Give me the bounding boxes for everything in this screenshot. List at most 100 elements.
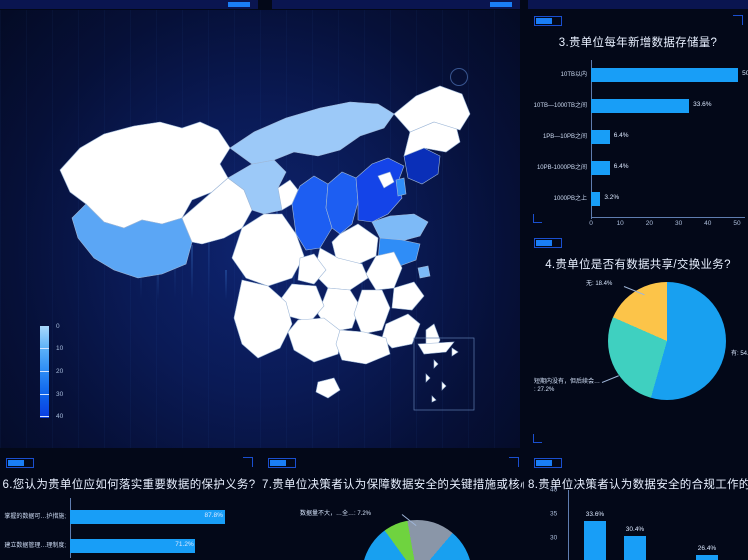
- province-tianjin[interactable]: [396, 178, 406, 196]
- column-value-label: 26.4%: [697, 545, 717, 553]
- column-rect[interactable]: [624, 536, 646, 560]
- corner-marker-icon: [6, 458, 34, 468]
- bar-category-label: 1000PB之上: [553, 196, 587, 202]
- bar-rect[interactable]: [591, 192, 601, 206]
- bar-chart-q3[interactable]: 10TB以内 50.4% 10TB—1000TB之间 33.6% 1PB—10PB之间 6…: [528, 56, 748, 228]
- corner-marker-icon: [268, 458, 296, 468]
- legend-gradient: [40, 326, 49, 418]
- bar-category-label: 10TB—1000TB之间: [533, 103, 587, 109]
- province-jiangxi[interactable]: [354, 290, 390, 334]
- pie-slices[interactable]: [362, 520, 472, 560]
- province-xizang[interactable]: [72, 204, 192, 278]
- province-heilongjiang[interactable]: [394, 86, 470, 132]
- x-tick-label: 0: [589, 220, 593, 227]
- x-tick-label: 40: [704, 220, 712, 227]
- x-axis: [591, 217, 745, 218]
- bar-rect[interactable]: [591, 130, 610, 144]
- legend-tick: 0: [56, 323, 60, 330]
- panel-title: 4.贵单位是否有数据共享/交换业务?: [545, 259, 731, 271]
- province-qinghai[interactable]: [182, 178, 252, 244]
- province-shanghai[interactable]: [418, 266, 430, 278]
- bar-row[interactable]: 1000PB之上 3.2%: [554, 192, 737, 206]
- bar-row[interactable]: 1PB—10PB之间 6.4%: [543, 130, 737, 144]
- bar-value-label: 71.2%: [175, 541, 194, 548]
- legend-tick: 20: [56, 368, 64, 375]
- bar-rect[interactable]: [591, 68, 739, 82]
- accent-bar: [490, 2, 512, 7]
- bar-rect[interactable]: [591, 99, 690, 113]
- pie-chart-q7[interactable]: 数据量不大，…全…: 7.2%: [262, 452, 524, 560]
- pie-slice-label: 有: 54.4%: [731, 351, 748, 357]
- panel-q8[interactable]: 8.贵单位决策者认为数据安全的合规工作的方向是? 30 35 40 33.6% 30.4…: [528, 452, 748, 560]
- y-tick-label: 30: [550, 534, 558, 542]
- province-zhejiang[interactable]: [392, 282, 424, 310]
- column-rect[interactable]: [696, 555, 718, 560]
- bar-row[interactable]: 建立数据管理…理制度; 71.2%: [4, 539, 246, 553]
- legend-tick: 10: [56, 345, 64, 352]
- column-rect[interactable]: [584, 520, 606, 560]
- x-tick-label: 50: [733, 220, 741, 227]
- bar-row[interactable]: 掌握的数据可…护措施; 87.8%: [4, 510, 246, 524]
- y-axis: [568, 490, 569, 560]
- panel-q7[interactable]: 7.贵单位决策者认为保障数据安全的关键措施或核心观点是? 数据量不大，…全…: …: [262, 452, 524, 560]
- pie-leader-line: [601, 375, 619, 383]
- province-chongqing[interactable]: [298, 254, 326, 284]
- top-strip-segment: [0, 0, 258, 9]
- bar-category-label: 10PB-1000PB之间: [536, 165, 587, 171]
- corner-marker-icon: [243, 457, 253, 467]
- top-panel-strip: [0, 0, 748, 10]
- province-guangdong[interactable]: [336, 330, 390, 364]
- province-guangxi[interactable]: [288, 318, 342, 362]
- corner-marker-icon: [534, 238, 562, 248]
- province-hainan[interactable]: [316, 378, 340, 398]
- corner-marker-icon: [533, 214, 542, 223]
- panel-q3[interactable]: 3.贵单位每年新增数据存储量? 10TB以内 50.4% 10TB—1000TB之间…: [528, 10, 748, 228]
- panel-q6[interactable]: 6.您认为贵单位应如何落实重要数据的保护义务? 掌握的数据可…护措施; 87.8%…: [0, 452, 258, 560]
- top-strip-segment: [272, 0, 520, 9]
- province-sichuan[interactable]: [232, 214, 304, 286]
- x-tick-label: 30: [674, 220, 683, 227]
- pie-slice-label: 数据量不大，…全…: 7.2%: [300, 511, 372, 517]
- bar-chart-q6[interactable]: 掌握的数据可…护措施; 87.8% 建立数据管理…理制度; 71.2%: [0, 498, 258, 560]
- bar-value-label: 33.6%: [693, 101, 712, 108]
- pie-slice-label: 无: 18.4%: [586, 281, 613, 287]
- province-hebei[interactable]: [356, 158, 404, 222]
- corner-marker-icon: [509, 457, 519, 467]
- province-hunan[interactable]: [318, 288, 360, 332]
- bar-category-label: 掌握的数据可…护措施;: [4, 514, 66, 520]
- x-tick-label: 20: [645, 220, 654, 227]
- y-axis: [70, 498, 71, 558]
- y-tick-label: 40: [550, 486, 558, 494]
- panel-title: 3.贵单位每年新增数据存储量?: [558, 37, 718, 49]
- province-neimenggu[interactable]: [230, 102, 394, 164]
- bar-row[interactable]: 10TB以内 50.4%: [561, 68, 748, 82]
- province-beijing[interactable]: [378, 172, 394, 188]
- inset-landmass: [418, 342, 454, 354]
- bar-rect[interactable]: [70, 510, 225, 524]
- bar-row[interactable]: 10PB-1000PB之间 6.4%: [537, 161, 737, 175]
- province-shanxi[interactable]: [326, 172, 358, 234]
- province-henan[interactable]: [332, 224, 378, 266]
- column-value-label: 33.6%: [585, 510, 605, 518]
- pie-slices[interactable]: [608, 282, 726, 400]
- corner-marker-icon: [533, 434, 542, 443]
- china-map-panel[interactable]: 0 10 20 30 40: [0, 10, 520, 448]
- bar-row[interactable]: 10TB—1000TB之间 33.6%: [534, 99, 737, 113]
- corner-marker-icon: [534, 458, 562, 468]
- panel-q4[interactable]: 4.贵单位是否有数据共享/交换业务? 有: 54.4% 短期内没有，但后续会… :…: [528, 232, 748, 448]
- china-map-svg[interactable]: [42, 52, 482, 422]
- bar-value-label: 50.4%: [742, 70, 748, 77]
- corner-marker-icon: [534, 16, 562, 26]
- province-yunnan[interactable]: [234, 280, 292, 358]
- panel-title: 7.贵单位决策者认为保障数据安全的关键措施或核心观点是?: [262, 479, 524, 491]
- bar-rect[interactable]: [591, 161, 610, 175]
- bar-value-label: 6.4%: [613, 132, 629, 139]
- pie-chart-q4[interactable]: 有: 54.4% 短期内没有，但后续会… : 27.2% 无: 18.4%: [528, 232, 748, 448]
- column-chart-q8[interactable]: 30 35 40 33.6% 30.4% 26.4%: [528, 452, 748, 560]
- halo-decoration: [450, 68, 468, 86]
- y-tick-label: 35: [550, 510, 558, 518]
- legend-tick: 30: [56, 391, 64, 398]
- bar-rect[interactable]: [70, 539, 196, 553]
- bar-value-label: 3.2%: [604, 194, 620, 201]
